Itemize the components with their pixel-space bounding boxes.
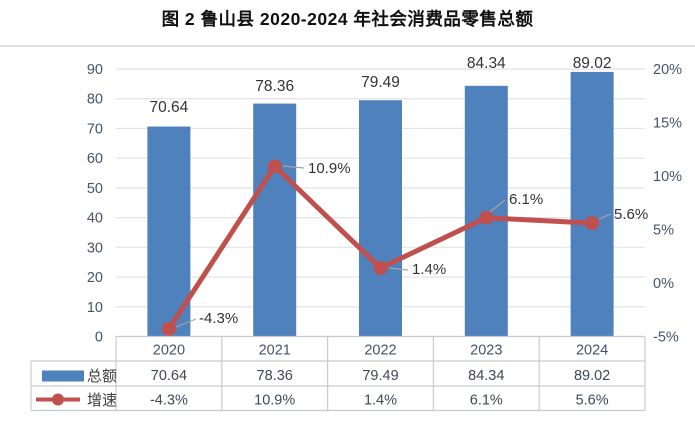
legend-line-series-label: 增速 [87, 392, 117, 409]
line-marker-2024 [585, 216, 600, 231]
data-label-leader-line [489, 199, 506, 213]
right-axis-tick-label: 0% [653, 276, 674, 292]
line-marker-2022 [373, 261, 388, 276]
table-bar-value: 89.02 [574, 368, 610, 384]
right-axis-tick-label: -5% [653, 330, 679, 346]
bar-value-label: 79.49 [361, 74, 400, 91]
x-axis-category-label: 2021 [259, 343, 291, 359]
table-line-value: 1.4% [364, 393, 397, 409]
left-axis-tick-label: 40 [87, 211, 103, 227]
bar-value-label: 78.36 [255, 78, 294, 95]
table-bar-value: 79.49 [362, 368, 398, 384]
line-marker-2021 [267, 159, 282, 174]
bar-2022 [359, 100, 402, 337]
table-line-value: 6.1% [470, 393, 503, 409]
table-bar-value: 70.64 [151, 368, 187, 384]
bar-value-label: 70.64 [150, 99, 189, 116]
data-label-leader-line [598, 213, 612, 220]
x-axis-category-label: 2024 [576, 343, 608, 359]
table-line-value: 5.6% [576, 393, 609, 409]
x-axis-category-label: 2020 [153, 343, 185, 359]
right-axis-tick-label: 5% [653, 223, 674, 239]
left-axis-tick-label: 80 [87, 92, 103, 108]
line-value-label: 10.9% [308, 160, 351, 177]
data-label-leader-line [388, 267, 409, 271]
left-axis-tick-label: 90 [87, 62, 103, 78]
left-axis-tick-label: 30 [87, 240, 103, 256]
table-line-value: 10.9% [254, 393, 295, 409]
data-label-leader-line [282, 165, 305, 169]
legend-bar-series-label: 总额 [87, 368, 117, 385]
left-axis-tick-label: 0 [95, 330, 103, 346]
right-axis-tick-label: 10% [653, 169, 682, 185]
line-marker-2020 [161, 322, 176, 337]
x-axis-category-label: 2023 [470, 343, 502, 359]
line-value-label: 6.1% [509, 191, 543, 208]
table-bar-value: 78.36 [257, 368, 293, 384]
line-value-label: 1.4% [412, 261, 446, 278]
bar-value-label: 89.02 [573, 55, 612, 72]
line-value-label: -4.3% [199, 310, 238, 327]
line-marker-2023 [479, 210, 494, 225]
bar-value-label: 84.34 [467, 55, 506, 72]
bar-2021 [253, 103, 297, 337]
x-axis-category-label: 2022 [364, 343, 396, 359]
right-axis-tick-label: 15% [653, 116, 682, 132]
bar-2024 [570, 71, 614, 337]
legend-bar-swatch-icon [42, 370, 84, 382]
chart-title: 图 2 鲁山县 2020-2024 年社会消费品零售总额 [161, 9, 534, 29]
left-axis-tick-label: 10 [87, 300, 103, 316]
bar-2020 [147, 126, 191, 337]
left-axis-tick-label: 20 [87, 270, 103, 286]
left-axis-tick-label: 70 [87, 121, 103, 137]
left-axis-tick-label: 50 [87, 181, 103, 197]
legend-line-marker-icon [52, 393, 64, 406]
table-line-value: -4.3% [150, 393, 188, 409]
data-label-leader-line [175, 318, 197, 328]
table-bar-value: 84.34 [468, 368, 504, 384]
line-value-label: 5.6% [614, 206, 648, 223]
right-axis-tick-label: 20% [653, 62, 682, 78]
left-axis-tick-label: 60 [87, 151, 103, 167]
